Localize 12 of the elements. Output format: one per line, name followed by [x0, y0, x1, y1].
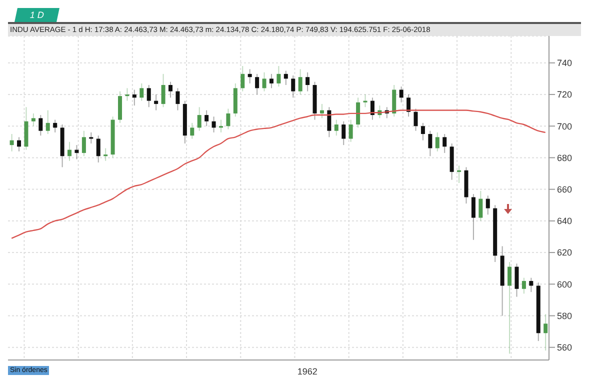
y-tick-label: 740 — [557, 58, 572, 68]
text: 1 D — [14, 8, 60, 22]
y-tick-label: 620 — [557, 248, 572, 258]
y-tick-label: 660 — [557, 184, 572, 194]
y-tick-label: 600 — [557, 279, 572, 290]
x-tick-label: 1962 — [297, 366, 318, 376]
y-tick-label: 700 — [557, 121, 572, 132]
y-tick-label: 560 — [557, 342, 572, 353]
y-tick-label: 720 — [557, 90, 572, 100]
y-tick-label: 640 — [557, 216, 572, 226]
y-tick-label: 580 — [557, 310, 572, 321]
y-tick-label: 680 — [557, 152, 572, 163]
